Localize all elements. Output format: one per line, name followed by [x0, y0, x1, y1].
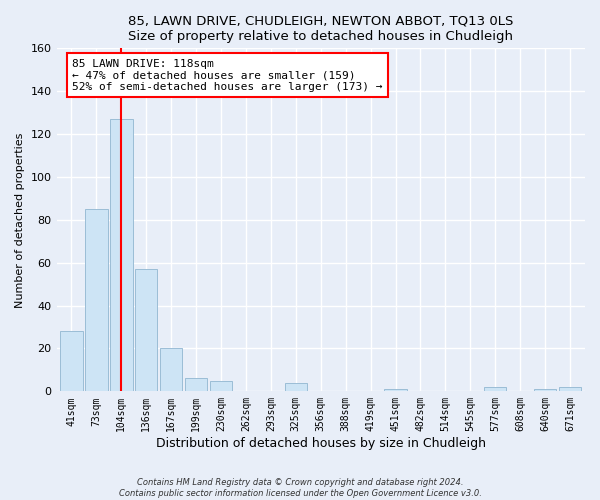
- Bar: [110, 119, 133, 392]
- Title: 85, LAWN DRIVE, CHUDLEIGH, NEWTON ABBOT, TQ13 0LS
Size of property relative to d: 85, LAWN DRIVE, CHUDLEIGH, NEWTON ABBOT,…: [128, 15, 514, 43]
- Bar: [185, 378, 208, 392]
- Bar: [534, 389, 556, 392]
- Bar: [160, 348, 182, 392]
- X-axis label: Distribution of detached houses by size in Chudleigh: Distribution of detached houses by size …: [156, 437, 486, 450]
- Text: 85 LAWN DRIVE: 118sqm
← 47% of detached houses are smaller (159)
52% of semi-det: 85 LAWN DRIVE: 118sqm ← 47% of detached …: [73, 58, 383, 92]
- Text: Contains HM Land Registry data © Crown copyright and database right 2024.
Contai: Contains HM Land Registry data © Crown c…: [119, 478, 481, 498]
- Bar: [85, 209, 107, 392]
- Bar: [385, 389, 407, 392]
- Bar: [484, 387, 506, 392]
- Bar: [284, 383, 307, 392]
- Y-axis label: Number of detached properties: Number of detached properties: [15, 132, 25, 308]
- Bar: [135, 269, 157, 392]
- Bar: [60, 332, 83, 392]
- Bar: [559, 387, 581, 392]
- Bar: [210, 380, 232, 392]
